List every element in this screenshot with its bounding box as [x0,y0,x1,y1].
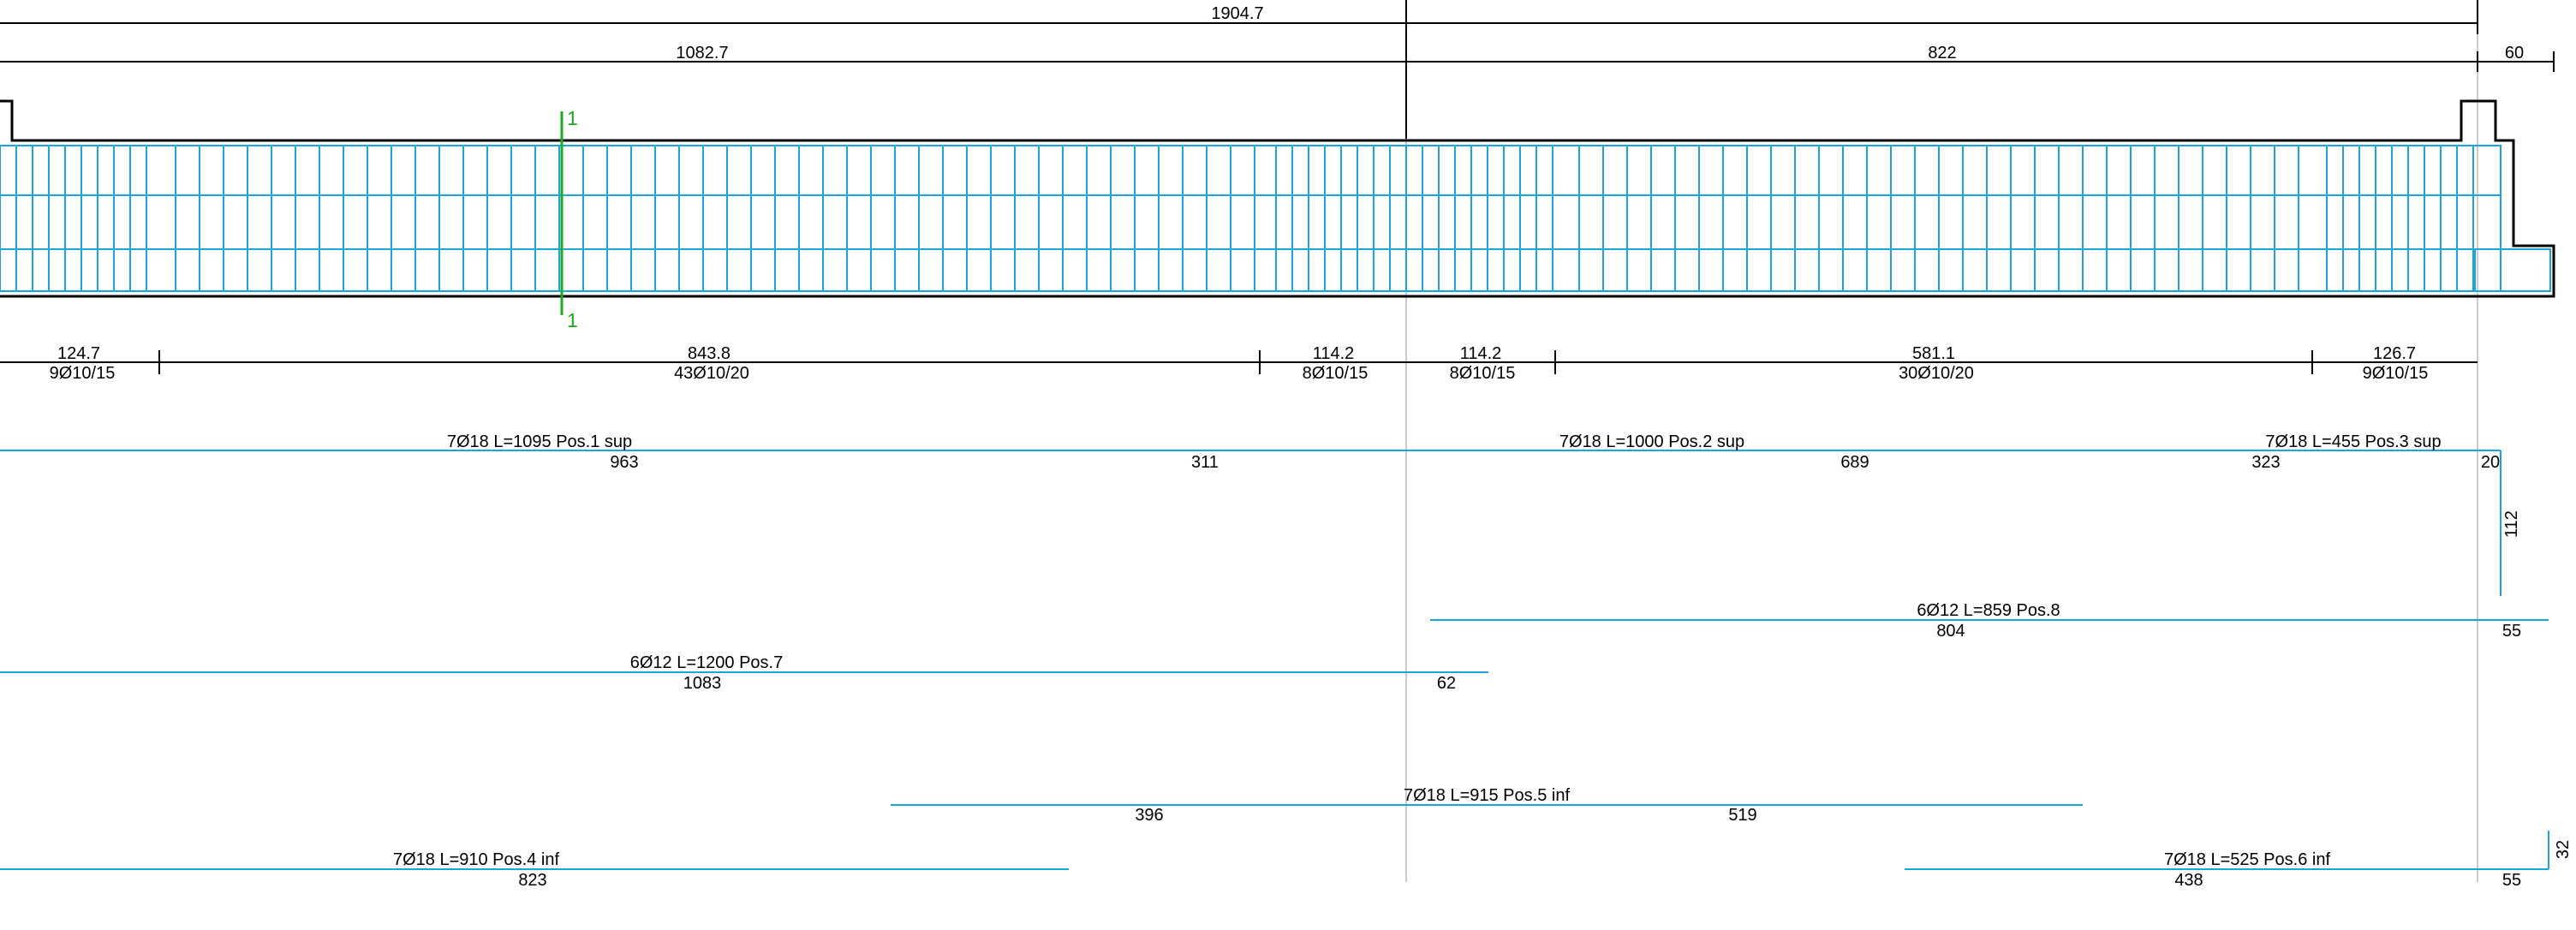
zone-2-length: 843.8 [688,344,730,363]
bar-pos4-label: 7Ø18 L=910 Pos.4 inf [393,850,559,869]
bar-pos5-label: 7Ø18 L=915 Pos.5 inf [1404,786,1570,805]
bar-pos6-seg-a: 438 [2174,871,2203,890]
bar-pos4-seg-a: 823 [518,871,546,890]
bar-pos4: 7Ø18 L=910 Pos.4 inf 823 [0,850,1069,890]
bar-pos7-label: 6Ø12 L=1200 Pos.7 [630,653,783,672]
bar-pos8: 6Ø12 L=859 Pos.8 804 55 [1430,601,2549,641]
bar-pos3-leg: 112 [2502,510,2521,538]
bar-pos3-label: 7Ø18 L=455 Pos.3 sup [2265,432,2441,451]
zone-6-spec: 9Ø10/15 [2363,364,2429,383]
dimension-total: 1904.7 [0,0,2478,139]
bar-pos7-end: 62 [1437,674,1456,693]
bar-pos5-seg-b: 519 [1728,806,1756,825]
zone-6-length: 126.7 [2373,344,2416,363]
bar-pos6-label: 7Ø18 L=525 Pos.6 inf [2164,850,2330,869]
bar-pos6: 7Ø18 L=525 Pos.6 inf 438 55 32 [1905,831,2573,890]
bar-pos6-end: 55 [2502,871,2521,890]
zone-1-spec: 9Ø10/15 [50,364,116,383]
bar-pos7-seg-a: 1083 [683,674,722,693]
section-marker-top: 1 [567,107,578,129]
beam-outline [0,99,2555,298]
dimension-spans: 1082.7 822 60 [0,44,2555,72]
zone-5-length: 581.1 [1912,344,1955,363]
bar-pos2-seg-a: 689 [1840,453,1869,472]
bar-pos5: 7Ø18 L=915 Pos.5 inf 396 519 [891,786,2083,825]
bar-pos3: 7Ø18 L=455 Pos.3 sup 323 20 112 [2251,432,2521,596]
zone-1-length: 124.7 [57,344,100,363]
section-marker-bottom: 1 [567,309,578,331]
zone-3-spec: 8Ø10/15 [1303,364,1368,383]
zone-4-spec: 8Ø10/15 [1450,364,1516,383]
bar-pos8-end: 55 [2502,622,2521,641]
bar-pos6-leg: 32 [2554,840,2573,859]
section-marker: 1 1 [560,107,578,331]
bar-pos1-seg-a: 963 [610,453,638,472]
bar-pos3-hook: 20 [2481,453,2500,472]
stirrup-zones: 124.7 9Ø10/15 843.8 43Ø10/20 114.2 8Ø10/… [0,344,2478,383]
bar-pos1-label: 7Ø18 L=1095 Pos.1 sup [447,432,632,451]
stirrup-cage [0,145,2551,292]
bar-pos8-label: 6Ø12 L=859 Pos.8 [1917,601,2060,620]
bar-pos2: 7Ø18 L=1000 Pos.2 sup 689 [1002,432,2501,472]
zone-5-spec: 30Ø10/20 [1899,364,1974,383]
bar-pos3-seg-a: 323 [2251,453,2280,472]
dimension-span-left-label: 1082.7 [676,44,728,63]
bar-pos2-label: 7Ø18 L=1000 Pos.2 sup [1559,432,1744,451]
bar-pos8-seg-a: 804 [1936,622,1965,641]
bar-pos7: 6Ø12 L=1200 Pos.7 1083 62 [0,653,1488,693]
zone-4-length: 114.2 [1460,344,1502,363]
bar-pos1-seg-b: 311 [1191,453,1219,472]
zone-2-spec: 43Ø10/20 [674,364,749,383]
dimension-cantilever-label: 60 [2505,44,2524,63]
dimension-span-right-label: 822 [1928,44,1956,63]
zone-3-length: 114.2 [1313,344,1355,363]
bar-pos1: 7Ø18 L=1095 Pos.1 sup 963 311 [0,432,1250,472]
dimension-total-label: 1904.7 [1211,4,1263,23]
bar-pos5-seg-a: 396 [1135,806,1163,825]
